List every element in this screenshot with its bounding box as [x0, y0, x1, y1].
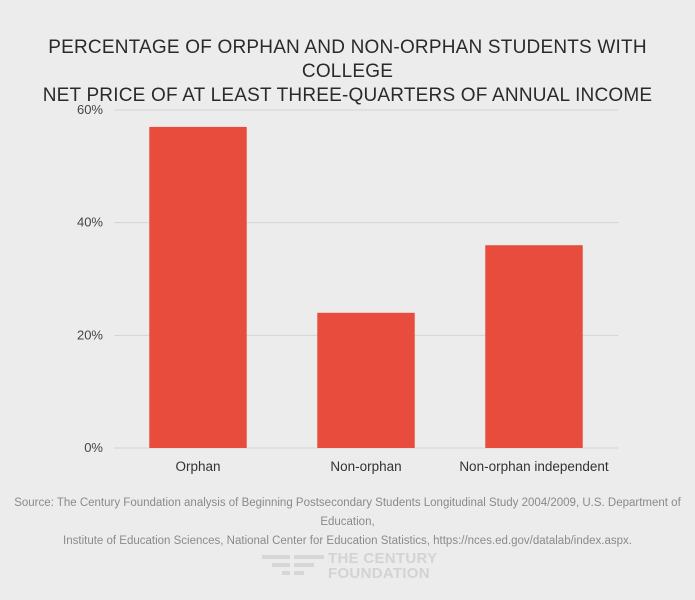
bar-orphan	[149, 126, 247, 449]
chart-title-line-2: NET PRICE OF AT LEAST THREE-QUARTERS OF …	[42, 85, 653, 106]
bar-non-orphan	[317, 312, 415, 448]
source-line-1: Source: The Century Foundation analysis …	[14, 497, 681, 528]
logo-text: THE CENTURY FOUNDATION	[328, 551, 437, 581]
chart-title: PERCENTAGE OF ORPHAN AND NON-ORPHAN STUD…	[0, 36, 695, 108]
x-axis-tick-labels: Orphan Non-orphan Non-orphan independent	[175, 459, 608, 474]
x-tick-label: Non-orphan	[330, 459, 401, 474]
logo-mark-icon	[262, 555, 324, 577]
bars	[149, 126, 583, 449]
y-tick-label: 0%	[84, 440, 103, 455]
y-tick-label: 60%	[77, 102, 103, 117]
century-foundation-logo: THE CENTURY FOUNDATION	[262, 551, 442, 585]
logo-text-line-1: THE CENTURY	[328, 550, 438, 567]
x-tick-label: Orphan	[175, 459, 220, 474]
logo-text-line-2: FOUNDATION	[328, 565, 430, 582]
y-tick-label: 40%	[77, 215, 103, 230]
source-line-2: Institute of Education Sciences, Nationa…	[63, 535, 632, 547]
chart-title-line-1: PERCENTAGE OF ORPHAN AND NON-ORPHAN STUD…	[48, 37, 647, 82]
source-note: Source: The Century Foundation analysis …	[10, 494, 685, 551]
y-axis-tick-labels: 0% 20% 40% 60%	[77, 102, 103, 455]
bar-non-orphan-independent	[485, 245, 583, 448]
x-tick-label: Non-orphan independent	[459, 459, 609, 474]
y-tick-label: 20%	[77, 327, 103, 342]
